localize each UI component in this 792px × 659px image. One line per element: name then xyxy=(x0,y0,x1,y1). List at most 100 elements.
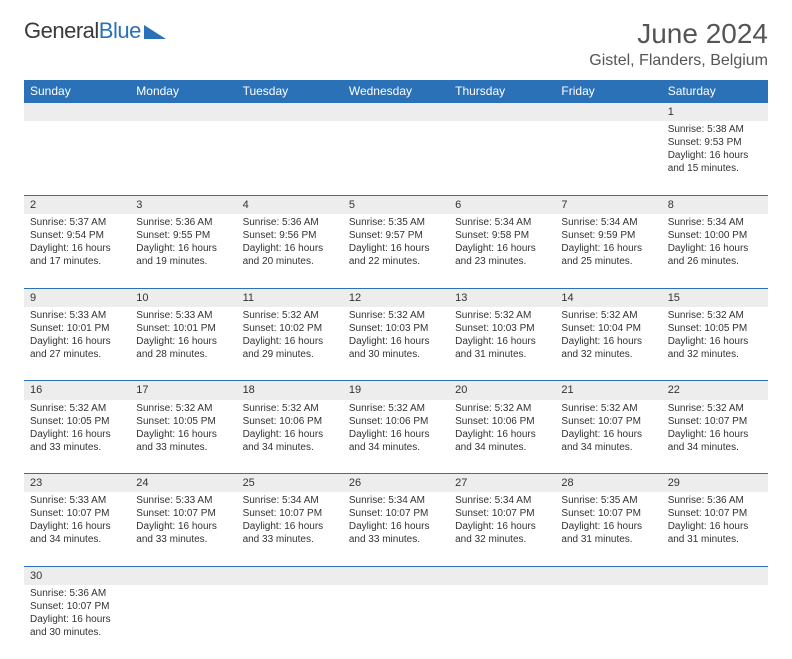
day-content: Sunrise: 5:32 AMSunset: 10:03 PMDaylight… xyxy=(343,307,449,365)
day-number-cell: 21 xyxy=(555,381,661,400)
day-number-cell: 27 xyxy=(449,474,555,493)
month-title: June 2024 xyxy=(589,18,768,50)
weekday-header: Friday xyxy=(555,80,661,103)
day-cell xyxy=(24,121,130,195)
sunset-line: Sunset: 10:03 PM xyxy=(349,322,443,335)
daylight-line: Daylight: 16 hours and 31 minutes. xyxy=(561,520,655,546)
day-number-cell: 10 xyxy=(130,288,236,307)
sunset-line: Sunset: 10:07 PM xyxy=(561,507,655,520)
sunset-line: Sunset: 9:56 PM xyxy=(243,229,337,242)
day-cell: Sunrise: 5:32 AMSunset: 10:02 PMDaylight… xyxy=(237,307,343,381)
day-number-cell: 5 xyxy=(343,195,449,214)
day-number-cell xyxy=(130,103,236,122)
logo: GeneralBlue xyxy=(24,18,166,44)
day-content-row: Sunrise: 5:33 AMSunset: 10:01 PMDaylight… xyxy=(24,307,768,381)
day-content: Sunrise: 5:32 AMSunset: 10:06 PMDaylight… xyxy=(449,400,555,458)
day-number-row: 2345678 xyxy=(24,195,768,214)
daylight-line: Daylight: 16 hours and 34 minutes. xyxy=(30,520,124,546)
title-block: June 2024 Gistel, Flanders, Belgium xyxy=(589,18,768,70)
weekday-header-row: SundayMondayTuesdayWednesdayThursdayFrid… xyxy=(24,80,768,103)
day-number-cell xyxy=(662,566,768,585)
sunrise-line: Sunrise: 5:37 AM xyxy=(30,216,124,229)
sunset-line: Sunset: 10:07 PM xyxy=(668,415,762,428)
sunset-line: Sunset: 10:02 PM xyxy=(243,322,337,335)
daylight-line: Daylight: 16 hours and 30 minutes. xyxy=(30,613,124,639)
day-content: Sunrise: 5:32 AMSunset: 10:07 PMDaylight… xyxy=(555,400,661,458)
logo-text-blue: Blue xyxy=(99,18,141,44)
sunset-line: Sunset: 10:06 PM xyxy=(455,415,549,428)
daylight-line: Daylight: 16 hours and 23 minutes. xyxy=(455,242,549,268)
sunrise-line: Sunrise: 5:32 AM xyxy=(455,309,549,322)
daylight-line: Daylight: 16 hours and 22 minutes. xyxy=(349,242,443,268)
day-cell: Sunrise: 5:35 AMSunset: 10:07 PMDaylight… xyxy=(555,492,661,566)
day-cell: Sunrise: 5:34 AMSunset: 10:07 PMDaylight… xyxy=(237,492,343,566)
sunrise-line: Sunrise: 5:32 AM xyxy=(243,309,337,322)
sunset-line: Sunset: 10:00 PM xyxy=(668,229,762,242)
sunset-line: Sunset: 10:07 PM xyxy=(30,507,124,520)
daylight-line: Daylight: 16 hours and 28 minutes. xyxy=(136,335,230,361)
weekday-header: Monday xyxy=(130,80,236,103)
day-number-cell: 13 xyxy=(449,288,555,307)
day-content: Sunrise: 5:36 AMSunset: 10:07 PMDaylight… xyxy=(24,585,130,643)
day-cell: Sunrise: 5:32 AMSunset: 10:04 PMDaylight… xyxy=(555,307,661,381)
day-content: Sunrise: 5:33 AMSunset: 10:01 PMDaylight… xyxy=(24,307,130,365)
day-content: Sunrise: 5:36 AMSunset: 9:56 PMDaylight:… xyxy=(237,214,343,272)
sunset-line: Sunset: 10:01 PM xyxy=(136,322,230,335)
day-number-cell xyxy=(555,103,661,122)
sunrise-line: Sunrise: 5:33 AM xyxy=(136,309,230,322)
sunrise-line: Sunrise: 5:34 AM xyxy=(349,494,443,507)
day-number-cell xyxy=(343,566,449,585)
sunset-line: Sunset: 10:05 PM xyxy=(136,415,230,428)
day-cell xyxy=(449,585,555,659)
header: GeneralBlue June 2024 Gistel, Flanders, … xyxy=(24,18,768,70)
day-cell: Sunrise: 5:36 AMSunset: 9:55 PMDaylight:… xyxy=(130,214,236,288)
sunrise-line: Sunrise: 5:32 AM xyxy=(561,309,655,322)
day-number-cell xyxy=(237,566,343,585)
day-number-cell xyxy=(449,103,555,122)
sunset-line: Sunset: 9:59 PM xyxy=(561,229,655,242)
sunrise-line: Sunrise: 5:36 AM xyxy=(243,216,337,229)
sunset-line: Sunset: 10:06 PM xyxy=(349,415,443,428)
day-number-cell: 28 xyxy=(555,474,661,493)
sunrise-line: Sunrise: 5:32 AM xyxy=(349,309,443,322)
sunrise-line: Sunrise: 5:35 AM xyxy=(349,216,443,229)
sunset-line: Sunset: 10:07 PM xyxy=(30,600,124,613)
sunrise-line: Sunrise: 5:34 AM xyxy=(243,494,337,507)
day-number-cell xyxy=(343,103,449,122)
day-content: Sunrise: 5:33 AMSunset: 10:01 PMDaylight… xyxy=(130,307,236,365)
day-content: Sunrise: 5:34 AMSunset: 9:59 PMDaylight:… xyxy=(555,214,661,272)
day-content: Sunrise: 5:36 AMSunset: 10:07 PMDaylight… xyxy=(662,492,768,550)
day-content-row: Sunrise: 5:33 AMSunset: 10:07 PMDaylight… xyxy=(24,492,768,566)
day-cell: Sunrise: 5:36 AMSunset: 9:56 PMDaylight:… xyxy=(237,214,343,288)
location: Gistel, Flanders, Belgium xyxy=(589,52,768,70)
day-number-cell: 26 xyxy=(343,474,449,493)
sunset-line: Sunset: 10:07 PM xyxy=(668,507,762,520)
daylight-line: Daylight: 16 hours and 32 minutes. xyxy=(561,335,655,361)
day-content: Sunrise: 5:34 AMSunset: 9:58 PMDaylight:… xyxy=(449,214,555,272)
day-number-cell: 23 xyxy=(24,474,130,493)
sunset-line: Sunset: 10:07 PM xyxy=(349,507,443,520)
daylight-line: Daylight: 16 hours and 34 minutes. xyxy=(455,428,549,454)
daylight-line: Daylight: 16 hours and 20 minutes. xyxy=(243,242,337,268)
day-cell: Sunrise: 5:32 AMSunset: 10:05 PMDaylight… xyxy=(24,400,130,474)
sunrise-line: Sunrise: 5:38 AM xyxy=(668,123,762,136)
day-cell: Sunrise: 5:33 AMSunset: 10:07 PMDaylight… xyxy=(24,492,130,566)
day-content: Sunrise: 5:36 AMSunset: 9:55 PMDaylight:… xyxy=(130,214,236,272)
day-cell: Sunrise: 5:32 AMSunset: 10:05 PMDaylight… xyxy=(662,307,768,381)
day-number-cell xyxy=(449,566,555,585)
day-cell xyxy=(555,585,661,659)
sunset-line: Sunset: 10:07 PM xyxy=(243,507,337,520)
day-number-cell: 6 xyxy=(449,195,555,214)
day-content: Sunrise: 5:33 AMSunset: 10:07 PMDaylight… xyxy=(130,492,236,550)
sunset-line: Sunset: 9:54 PM xyxy=(30,229,124,242)
sunrise-line: Sunrise: 5:32 AM xyxy=(30,402,124,415)
day-cell: Sunrise: 5:33 AMSunset: 10:01 PMDaylight… xyxy=(24,307,130,381)
day-content: Sunrise: 5:32 AMSunset: 10:06 PMDaylight… xyxy=(343,400,449,458)
day-number-cell: 20 xyxy=(449,381,555,400)
daylight-line: Daylight: 16 hours and 31 minutes. xyxy=(455,335,549,361)
day-number-cell: 1 xyxy=(662,103,768,122)
day-cell: Sunrise: 5:32 AMSunset: 10:07 PMDaylight… xyxy=(555,400,661,474)
day-cell: Sunrise: 5:32 AMSunset: 10:06 PMDaylight… xyxy=(449,400,555,474)
daylight-line: Daylight: 16 hours and 19 minutes. xyxy=(136,242,230,268)
sunrise-line: Sunrise: 5:32 AM xyxy=(455,402,549,415)
